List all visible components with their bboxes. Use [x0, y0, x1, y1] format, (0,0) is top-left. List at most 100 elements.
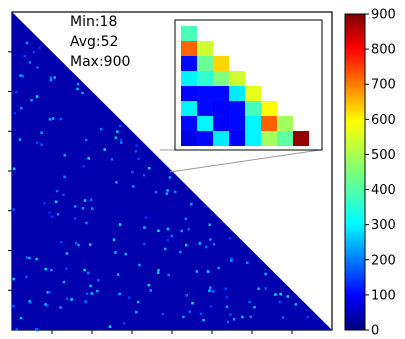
sparse-cell [74, 241, 78, 245]
sparse-cell [84, 300, 87, 303]
inset-cell [229, 71, 245, 86]
sparse-cell [135, 310, 138, 314]
sparse-cell [112, 238, 116, 241]
inset-cell [277, 131, 293, 146]
sparse-cell [166, 189, 169, 192]
sparse-cell [89, 284, 92, 288]
sparse-cell [15, 91, 18, 94]
sparse-cell [12, 277, 15, 281]
sparse-cell [56, 213, 60, 216]
sparse-cell [179, 250, 182, 254]
sparse-cell [89, 198, 93, 202]
sparse-cell [23, 55, 26, 58]
inset-cell [213, 131, 229, 146]
sparse-cell [49, 76, 53, 79]
sparse-cell [85, 221, 88, 225]
colorbar-ticks: 0 100 200 300 400 500 600 700 800 900 [365, 8, 396, 339]
sparse-cell [100, 127, 103, 131]
sparse-cells [12, 41, 309, 332]
sparse-cell [212, 243, 216, 246]
colorbar-tick-label: 700 [371, 78, 396, 93]
inset-cell [261, 101, 277, 116]
inset-cell [245, 116, 261, 131]
inset-cell [229, 131, 245, 146]
sparse-cell [136, 300, 140, 304]
inset-cell [213, 56, 229, 71]
sparse-cell [59, 117, 62, 121]
sparse-cell [76, 87, 79, 91]
sparse-cell [166, 239, 170, 242]
sparse-cell [187, 228, 190, 231]
sparse-cell [148, 166, 151, 170]
sparse-cell [229, 313, 232, 316]
sparse-cell [85, 292, 89, 295]
inset-cell [197, 71, 213, 86]
sparse-cell [38, 46, 41, 49]
inset-cell [197, 56, 213, 71]
sparse-cell [51, 117, 55, 120]
inset-cell [181, 26, 197, 41]
sparse-cell [180, 229, 183, 233]
sparse-cell [185, 243, 188, 247]
sparse-cell [163, 247, 167, 251]
sparse-cell [204, 245, 208, 249]
sparse-cell [173, 190, 177, 194]
sparse-cell [81, 91, 84, 95]
sparse-cell [87, 157, 90, 160]
inset-cell [181, 116, 197, 131]
sparse-cell [28, 300, 31, 303]
sparse-cell [208, 223, 211, 226]
sparse-cell [19, 316, 23, 320]
inset-cell [261, 131, 277, 146]
sparse-cell [55, 189, 59, 193]
sparse-cell [114, 251, 117, 254]
sparse-cell [131, 170, 134, 174]
sparse-cell [90, 292, 94, 295]
sparse-cell [25, 41, 29, 45]
sparse-cell [83, 199, 87, 202]
sparse-cell [73, 217, 77, 220]
sparse-cell [96, 289, 99, 293]
sparse-cell [119, 138, 123, 142]
inset-cells [181, 26, 309, 146]
sparse-cell [48, 211, 51, 214]
sparse-cell [195, 270, 199, 273]
sparse-cell [87, 271, 90, 275]
sparse-cell [248, 300, 251, 304]
sparse-cell [249, 315, 252, 318]
inset-cell [181, 41, 197, 56]
sparse-cell [138, 263, 141, 267]
sparse-cell [246, 261, 249, 264]
sparse-cell [48, 118, 52, 121]
max-annotation: Max:900 [70, 54, 130, 70]
sparse-cell [49, 78, 53, 82]
sparse-cell [89, 243, 92, 246]
sparse-cell [118, 223, 122, 226]
inset-cell [181, 71, 197, 86]
sparse-cell [257, 287, 260, 290]
inset-cell [197, 41, 213, 56]
sparse-cell [161, 312, 165, 316]
inset-cell [229, 116, 245, 131]
sparse-cell [12, 167, 16, 171]
sparse-cell [124, 252, 127, 256]
sparse-cell [50, 268, 53, 272]
sparse-cell [44, 303, 47, 306]
sparse-cell [120, 141, 123, 144]
sparse-cell [116, 130, 119, 133]
sparse-cell [36, 141, 39, 144]
sparse-cell [123, 322, 126, 325]
sparse-cell [128, 296, 131, 299]
sparse-cell [157, 269, 160, 272]
sparse-cell [167, 273, 170, 277]
sparse-cell [25, 256, 29, 259]
sparse-cell [274, 293, 277, 296]
inset-cell [277, 116, 293, 131]
sparse-cell [32, 50, 36, 54]
sparse-cell [35, 328, 38, 331]
sparse-cell [25, 275, 28, 279]
sparse-cell [63, 154, 67, 157]
colorbar-tick-label: 900 [371, 8, 396, 23]
sparse-cell [36, 66, 39, 69]
zoom-line-diag [169, 149, 321, 173]
